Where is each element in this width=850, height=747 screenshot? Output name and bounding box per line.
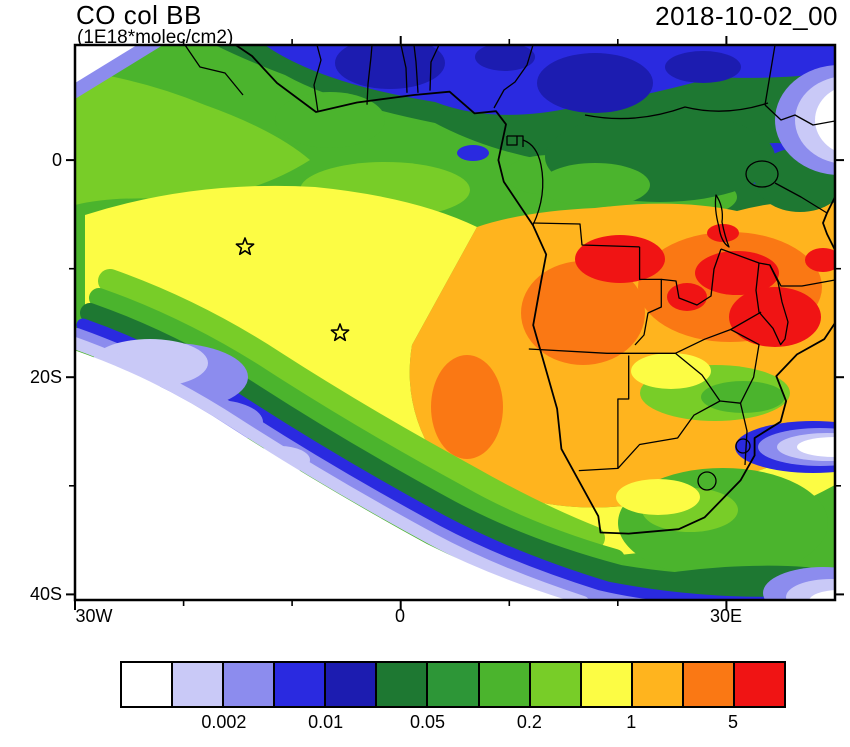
map-frame (73, 43, 837, 602)
colorbar-cell (222, 663, 274, 706)
colorbar-cell (579, 663, 631, 706)
plot-title: CO col BB (76, 0, 202, 30)
x-axis-tick-label: 0 (394, 606, 405, 626)
colorbar-tick-label: 0.01 (308, 712, 344, 732)
y-axis-tick-label: 0 (51, 150, 62, 170)
country-borders (184, 45, 835, 491)
colorbar-cell (732, 663, 785, 706)
colorbar-cell (630, 663, 682, 706)
colorbar-tick-label: 0.2 (516, 712, 542, 732)
x-axis-tick-label: 30E (709, 606, 743, 626)
colorbar-cells (122, 663, 785, 706)
y-axis-tick-label: 20S (29, 367, 62, 387)
star-marker (330, 323, 350, 342)
colorbar-cell (171, 663, 223, 706)
colorbar-cell (477, 663, 529, 706)
colorbar-cell (273, 663, 325, 706)
y-axis-tick-label: 40S (29, 584, 62, 604)
x-axis-tick-label: 30W (75, 606, 113, 626)
contour-field (75, 45, 835, 600)
colorbar-cell (528, 663, 580, 706)
colorbar-cell (426, 663, 478, 706)
colorbar (120, 661, 786, 708)
colorbar-tick-label: 1 (626, 712, 637, 732)
colorbar-tick-label: 5 (728, 712, 739, 732)
plot-timestamp: 2018-10-02_00 (655, 1, 838, 31)
coastline (235, 45, 835, 535)
colorbar-cell (324, 663, 376, 706)
colorbar-tick-label: 0.05 (410, 712, 446, 732)
colorbar-cell (681, 663, 733, 706)
star-markers (235, 237, 350, 342)
colorbar-cell (122, 663, 172, 706)
axis-ticks (66, 36, 844, 610)
colorbar-cell (375, 663, 427, 706)
map-canvas (66, 36, 844, 610)
plot-units-label: (1E18*molec/cm2) (77, 27, 234, 48)
star-marker (235, 237, 255, 256)
colorbar-tick-label: 0.002 (201, 712, 247, 732)
